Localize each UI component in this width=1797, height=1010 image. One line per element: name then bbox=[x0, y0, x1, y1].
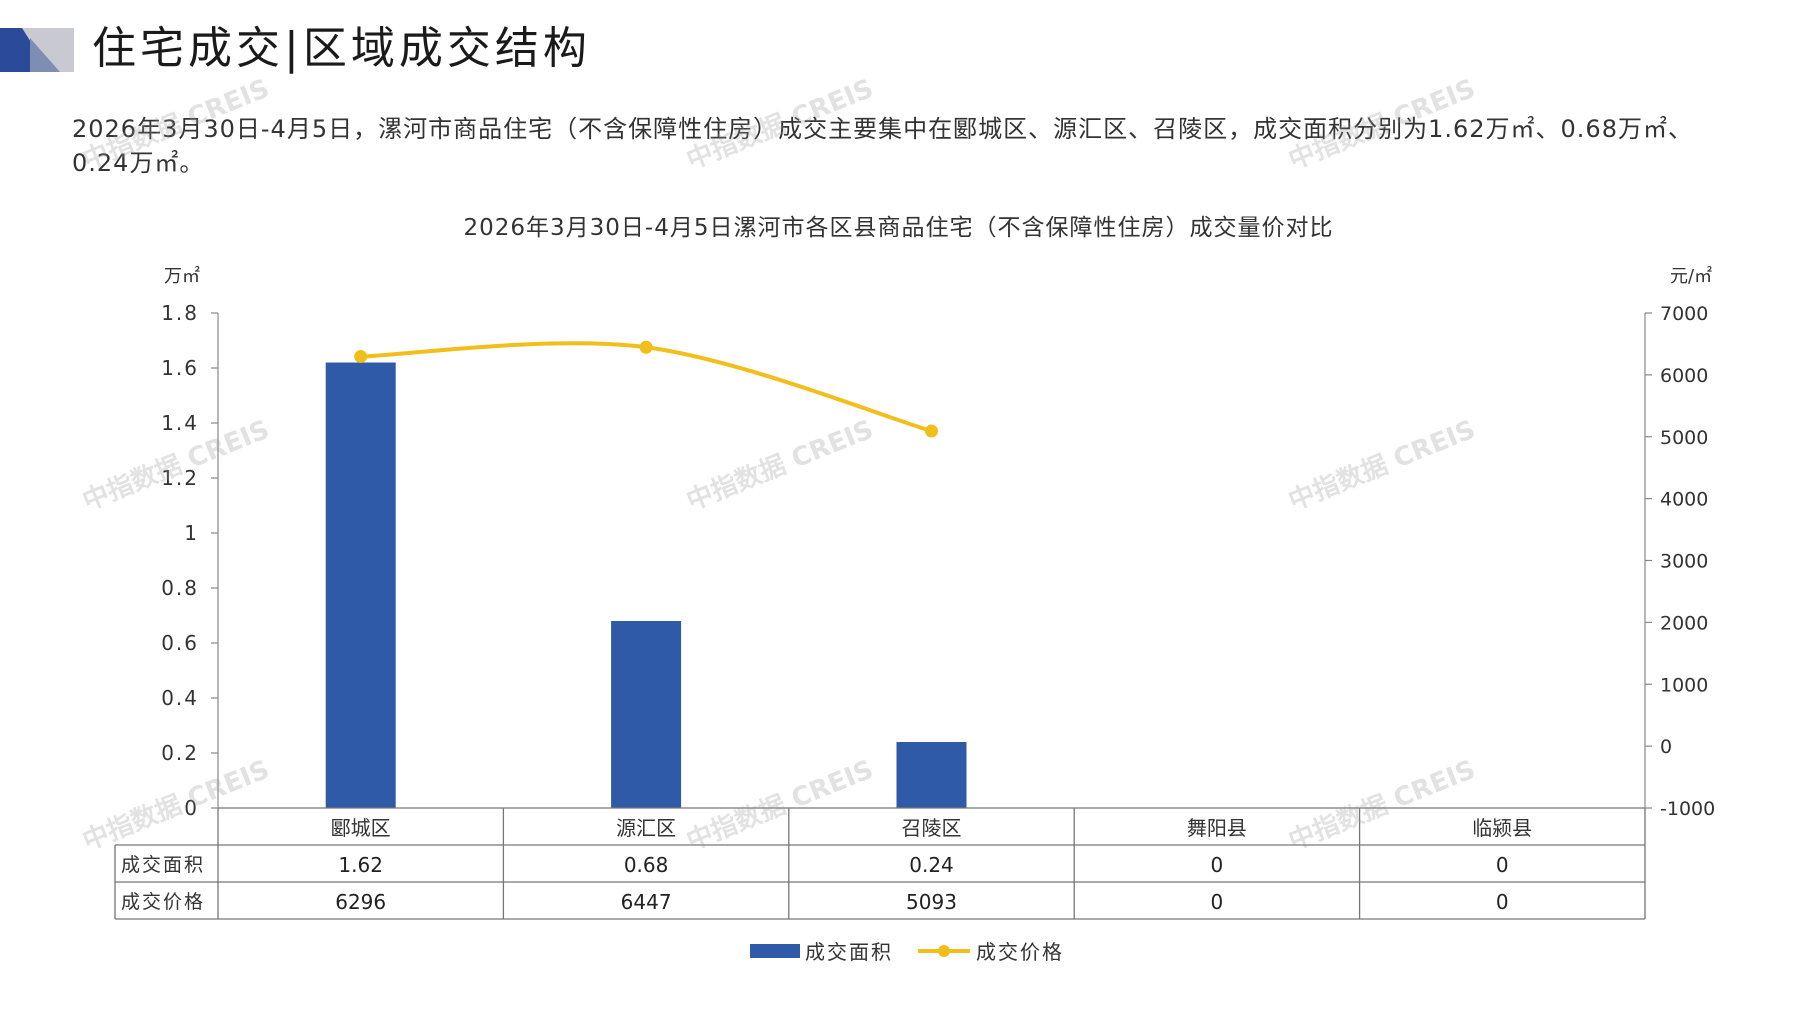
area-value-label: 1.62 bbox=[338, 853, 383, 877]
bar-郾城区 bbox=[325, 362, 396, 808]
logo-light-shape bbox=[22, 28, 74, 72]
area-value-label: 0 bbox=[1496, 853, 1509, 877]
page-title: 住宅成交|区域成交结构 bbox=[92, 23, 591, 74]
table-row-header-area: 成交面积 bbox=[121, 854, 205, 876]
area-value-label: 0.24 bbox=[909, 853, 954, 877]
left-tick-label: 0 bbox=[184, 796, 199, 820]
right-axis-unit: 元/㎡ bbox=[1670, 265, 1712, 287]
right-tick-label: 2000 bbox=[1660, 612, 1708, 634]
legend-price-label: 成交价格 bbox=[976, 940, 1064, 964]
right-tick-label: 6000 bbox=[1660, 365, 1708, 387]
area-value-label: 0.68 bbox=[624, 853, 669, 877]
price-point-召陵区 bbox=[925, 424, 938, 438]
left-tick-label: 0.4 bbox=[161, 686, 199, 710]
right-tick-label: -1000 bbox=[1660, 798, 1715, 820]
price-value-label: 6296 bbox=[335, 890, 386, 914]
price-point-郾城区 bbox=[354, 350, 368, 364]
price-value-label: 6447 bbox=[621, 890, 672, 914]
left-tick-label: 0.2 bbox=[161, 741, 199, 765]
category-label: 源汇区 bbox=[616, 816, 676, 840]
price-value-label: 5093 bbox=[906, 890, 957, 914]
right-tick-label: 4000 bbox=[1660, 489, 1708, 511]
summary-text: 2026年3月30日-4月5日，漯河市商品住宅（不含保障性住房）成交主要集中在郾… bbox=[72, 115, 1693, 177]
left-tick-label: 1.4 bbox=[161, 411, 199, 435]
category-label: 舞阳县 bbox=[1187, 816, 1247, 840]
left-tick-label: 1.6 bbox=[161, 356, 199, 380]
category-label: 郾城区 bbox=[331, 816, 391, 840]
price-value-label: 0 bbox=[1496, 890, 1509, 914]
price-line bbox=[360, 341, 933, 433]
left-tick-label: 1 bbox=[184, 521, 199, 545]
table-row-header-price: 成交价格 bbox=[121, 891, 205, 913]
right-tick-label: 7000 bbox=[1660, 303, 1708, 325]
bar-召陵区 bbox=[896, 742, 967, 808]
right-tick-label: 5000 bbox=[1660, 427, 1708, 449]
legend-bar-swatch bbox=[750, 944, 800, 958]
bar-源汇区 bbox=[611, 621, 682, 808]
brand-logo-icon bbox=[0, 28, 74, 72]
right-tick-label: 0 bbox=[1660, 736, 1672, 758]
category-label: 召陵区 bbox=[902, 816, 962, 840]
logo-dark-shape bbox=[0, 28, 30, 72]
left-tick-label: 0.6 bbox=[161, 631, 199, 655]
left-tick-label: 1.8 bbox=[161, 301, 199, 325]
category-label: 临颍县 bbox=[1472, 816, 1532, 840]
legend-line-marker bbox=[938, 945, 950, 957]
left-tick-label: 0.8 bbox=[161, 576, 199, 600]
area-value-label: 0 bbox=[1211, 853, 1224, 877]
right-tick-label: 3000 bbox=[1660, 551, 1708, 573]
price-value-label: 0 bbox=[1211, 890, 1224, 914]
price-point-源汇区 bbox=[639, 340, 653, 354]
left-tick-label: 1.2 bbox=[161, 466, 199, 490]
logo-mid-shape bbox=[30, 38, 60, 72]
left-axis-unit: 万㎡ bbox=[164, 265, 200, 287]
right-tick-label: 1000 bbox=[1660, 674, 1708, 696]
chart-title: 2026年3月30日-4月5日漯河市各区县商品住宅（不含保障性住房）成交量价对比 bbox=[463, 215, 1334, 241]
legend-area-label: 成交面积 bbox=[805, 940, 893, 964]
